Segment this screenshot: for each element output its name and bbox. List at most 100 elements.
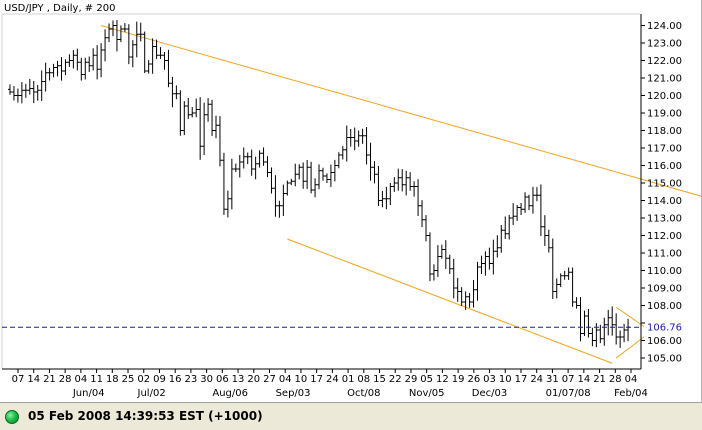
- x-tick-label: 10: [499, 374, 512, 385]
- ohlc-bar: [384, 186, 389, 210]
- ohlc-bar: [340, 146, 345, 160]
- y-tick-label: 124.00: [647, 21, 682, 32]
- ohlc-bar: [150, 38, 155, 74]
- x-month-label: Sep/03: [276, 388, 311, 399]
- ohlc-bar: [273, 175, 278, 217]
- ohlc-bar: [178, 90, 183, 136]
- ohlc-bar: [103, 29, 108, 62]
- x-tick-label: 29: [405, 374, 418, 385]
- x-tick-label: 20: [247, 374, 260, 385]
- x-month-label: 01/07/08: [546, 388, 591, 399]
- ohlc-bar: [586, 308, 591, 338]
- ohlc-bar: [590, 327, 595, 347]
- ohlc-bar: [491, 239, 496, 275]
- ohlc-bar: [217, 116, 222, 167]
- ohlc-bar: [214, 115, 219, 139]
- ohlc-bar: [253, 156, 258, 180]
- ohlc-bar: [495, 235, 500, 258]
- ohlc-bar: [206, 98, 211, 122]
- ohlc-bar: [503, 216, 508, 240]
- x-tick-label: 07: [562, 374, 575, 385]
- ohlc-bar: [408, 172, 413, 191]
- ohlc-bar: [534, 187, 539, 202]
- ohlc-bar: [71, 50, 76, 69]
- x-tick-label: 06: [216, 374, 229, 385]
- x-tick-label: 04: [625, 374, 638, 385]
- ohlc-bar: [523, 192, 528, 213]
- ohlc-bar: [39, 70, 44, 101]
- ohlc-bar: [91, 48, 96, 71]
- y-tick-label: 123.00: [647, 39, 682, 50]
- ohlc-bar: [7, 84, 12, 95]
- x-month-label: Aug/06: [212, 388, 248, 399]
- ohlc-bar: [396, 168, 401, 191]
- y-tick-label: 114.00: [647, 196, 682, 207]
- chart-panel: USD/JPY , Daily, # 200 105.00 106.00 108.0…: [0, 0, 702, 402]
- ohlc-bar: [198, 97, 203, 160]
- ohlc-bar: [431, 264, 436, 281]
- ohlc-bar: [19, 82, 24, 104]
- ohlc-bar: [582, 310, 587, 337]
- y-tick-label: 111.00: [647, 249, 682, 260]
- ohlc-bar: [221, 152, 226, 215]
- ohlc-bar: [79, 57, 84, 81]
- ohlc-bar: [527, 194, 532, 211]
- ohlc-bar: [368, 142, 373, 181]
- ohlc-bar: [241, 147, 246, 169]
- ohlc-bar: [285, 180, 290, 196]
- x-tick-label: 26: [467, 374, 480, 385]
- ohlc-bar: [360, 128, 365, 144]
- ohlc-bar: [237, 154, 242, 178]
- ohlc-bar: [249, 149, 254, 176]
- x-tick-label: 07: [12, 374, 25, 385]
- ohlc-bar: [388, 182, 393, 205]
- ohlc-bar: [269, 167, 274, 194]
- ohlc-bar: [483, 251, 488, 276]
- ohlc-bar: [202, 102, 207, 155]
- ohlc-bar: [289, 178, 294, 186]
- x-tick-label: 31: [546, 374, 559, 385]
- ohlc-bar: [126, 24, 131, 65]
- ohlc-bar: [162, 51, 167, 70]
- ohlc-bar: [190, 107, 195, 118]
- ohlc-bar: [27, 78, 32, 95]
- ohlc-bar: [229, 158, 234, 210]
- y-tick-label: 121.00: [647, 74, 682, 85]
- ohlc-bar: [348, 129, 353, 147]
- y-tick-label: 105.00: [647, 354, 682, 365]
- y-tick-label: 122.00: [647, 56, 682, 67]
- ohlc-bar: [130, 40, 135, 68]
- ohlc-bar: [376, 165, 381, 207]
- ohlc-bar: [182, 101, 187, 136]
- y-tick-label: 120.00: [647, 91, 682, 102]
- ohlc-bar: [558, 273, 563, 287]
- x-axis: 07 14 21 28 04 11 18 25 02 09 16 23 30 06 13 20 27 04 10 17…: [12, 369, 648, 399]
- ohlc-bar: [87, 56, 92, 72]
- x-tick-label: 28: [609, 374, 622, 385]
- x-tick-label: 05: [420, 374, 433, 385]
- ohlc-bar: [416, 179, 421, 217]
- ohlc-bar: [546, 229, 551, 253]
- ohlc-bar: [336, 152, 341, 169]
- x-tick-label: 14: [27, 374, 40, 385]
- x-month-label: Jul/02: [137, 388, 166, 399]
- x-tick-label: 12: [436, 374, 449, 385]
- chart-title: USD/JPY , Daily, # 200: [4, 3, 115, 14]
- ohlc-bar: [194, 98, 199, 118]
- ohlc-bar: [83, 57, 88, 80]
- ohlc-bar: [455, 277, 460, 302]
- ohlc-bar: [23, 83, 28, 98]
- ohlc-bar: [372, 161, 377, 184]
- ohlc-bar: [43, 62, 48, 92]
- ohlc-bar: [356, 130, 361, 147]
- y-tick-label: 112.00: [647, 231, 682, 242]
- x-tick-label: 24: [326, 374, 339, 385]
- x-tick-label: 15: [373, 374, 386, 385]
- x-tick-label: 30: [200, 374, 213, 385]
- ohlc-bar: [110, 20, 115, 37]
- x-tick-label: 17: [310, 374, 323, 385]
- ohlc-bar: [154, 39, 159, 59]
- y-tick-label: 106.00: [647, 336, 682, 347]
- x-tick-label: 21: [593, 374, 606, 385]
- ohlc-bar: [134, 21, 139, 58]
